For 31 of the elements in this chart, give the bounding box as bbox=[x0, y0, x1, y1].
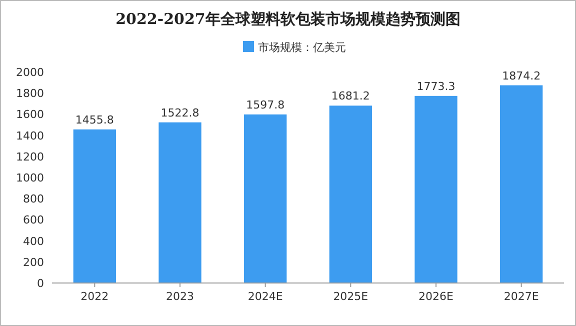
y-tick-label: 1000 bbox=[16, 172, 44, 184]
bar bbox=[414, 96, 458, 283]
bar bbox=[73, 129, 116, 283]
y-tick-label: 2000 bbox=[16, 66, 44, 79]
x-tick-label: 2027E bbox=[504, 290, 539, 303]
x-tick-label: 2022 bbox=[80, 290, 109, 303]
x-tick-label: 2024E bbox=[248, 290, 283, 303]
y-tick-label: 1600 bbox=[16, 108, 44, 122]
data-label: 1773.3 bbox=[416, 80, 456, 93]
legend-label: 市场规模：亿美元 bbox=[258, 41, 346, 54]
x-tick-label: 2023 bbox=[166, 290, 194, 303]
y-tick-label: 1800 bbox=[16, 87, 44, 100]
data-label: 1597.8 bbox=[246, 98, 285, 112]
data-label: 1681.2 bbox=[331, 90, 370, 103]
y-tick-label: 1200 bbox=[16, 150, 44, 164]
y-tick-label: 0 bbox=[37, 277, 44, 290]
bar bbox=[329, 106, 372, 283]
data-label: 1455.8 bbox=[75, 113, 114, 126]
data-label: 1522.8 bbox=[160, 106, 200, 120]
bar bbox=[500, 85, 543, 283]
y-tick-label: 1400 bbox=[16, 129, 44, 142]
bar bbox=[244, 114, 287, 283]
y-tick-label: 200 bbox=[23, 256, 44, 269]
bar bbox=[158, 122, 202, 283]
y-tick-label: 400 bbox=[23, 234, 44, 248]
y-tick-label: 600 bbox=[23, 214, 44, 227]
chart-title: 2022-2027年全球塑料软包装市场规模趋势预测图 bbox=[116, 10, 460, 28]
x-tick-label: 2026E bbox=[418, 290, 454, 303]
x-tick-label: 2025E bbox=[333, 290, 368, 303]
y-tick-label: 800 bbox=[23, 192, 44, 206]
data-label: 1874.2 bbox=[502, 69, 541, 82]
